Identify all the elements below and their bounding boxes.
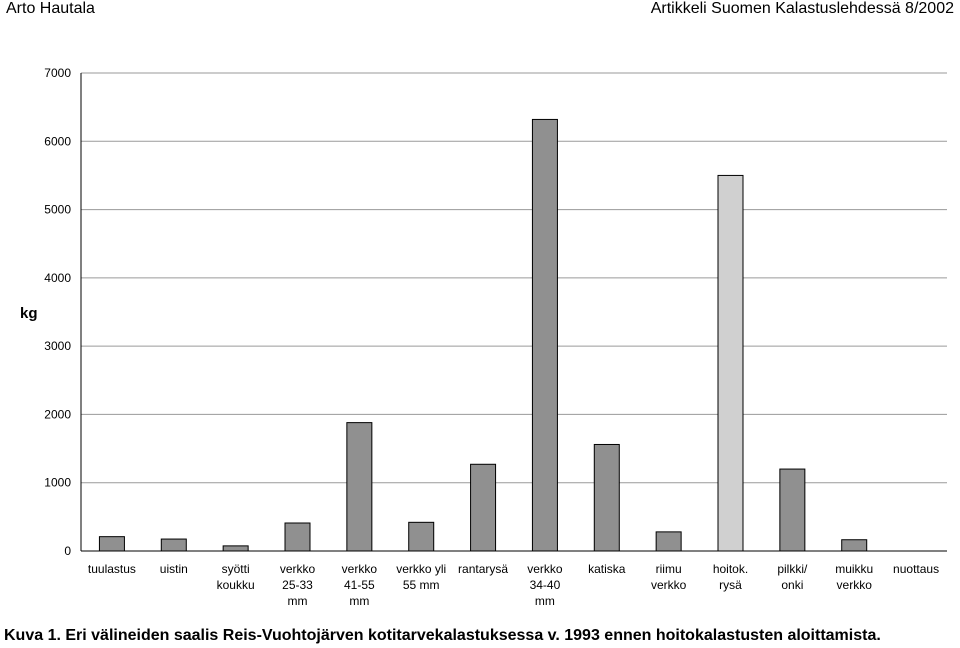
- x-category-line: verkko: [527, 562, 563, 576]
- bar: [222, 545, 249, 552]
- x-category-line: muikku: [835, 562, 873, 576]
- x-category-label: katiska: [588, 562, 626, 576]
- x-category-line: verkko: [280, 562, 316, 576]
- axes: [80, 73, 947, 552]
- bar: [655, 531, 682, 552]
- bar: [98, 536, 125, 552]
- bar: [593, 443, 620, 552]
- x-category-line: 41-55: [344, 578, 375, 592]
- x-category-line: hoitok.: [713, 562, 748, 576]
- bar: [408, 521, 435, 552]
- x-category-label: verkko yli 55 mm: [396, 562, 446, 592]
- y-tick-label: 2000: [44, 407, 71, 421]
- y-tick-label: 5000: [44, 203, 71, 217]
- x-category-label: verkko 41-55 mm: [342, 562, 378, 608]
- bar: [346, 422, 373, 552]
- x-category-line: tuulastus: [88, 562, 136, 576]
- bar-chart: 0 1000 2000 3000 4000 5000 6000 7000 kg tuulastus…: [20, 66, 947, 608]
- x-category-label: tuulastus: [88, 562, 136, 576]
- author-header: Arto Hautala: [6, 0, 95, 17]
- x-category-label: syötti koukku: [217, 562, 255, 592]
- x-category-label: muikku verkko: [835, 562, 873, 592]
- x-category-line: riimu: [656, 562, 682, 576]
- y-tick-label: 0: [64, 544, 71, 558]
- bar: [470, 463, 497, 552]
- y-tick-label: 3000: [44, 339, 71, 353]
- x-category-label: riimu verkko: [651, 562, 687, 592]
- x-category-line: mm: [349, 594, 369, 608]
- x-category-line: katiska: [588, 562, 626, 576]
- x-category-label: uistin: [160, 562, 188, 576]
- x-category-line: koukku: [217, 578, 255, 592]
- bar: [779, 468, 806, 552]
- x-category-line: pilkki/: [777, 562, 808, 576]
- y-tick-label: 6000: [44, 134, 71, 148]
- x-category-label: verkko 34-40 mm: [527, 562, 563, 608]
- x-category-line: nuottaus: [893, 562, 939, 576]
- bar: [531, 118, 558, 552]
- bar: [284, 522, 311, 552]
- figure-caption: Kuva 1. Eri välineiden saalis Reis-Vuoht…: [4, 627, 881, 644]
- y-tick-label: 4000: [44, 271, 71, 285]
- bar: [160, 538, 187, 552]
- x-category-line: mm: [535, 594, 555, 608]
- x-category-line: verkko: [837, 578, 873, 592]
- x-category-label: verkko 25-33 mm: [280, 562, 316, 608]
- x-category-label: nuottaus: [893, 562, 939, 576]
- x-category-line: verkko: [342, 562, 378, 576]
- bars: [98, 118, 868, 552]
- x-category-line: rantarysä: [458, 562, 508, 576]
- x-category-label: hoitok. rysä: [713, 562, 748, 592]
- x-category-line: onki: [781, 578, 803, 592]
- y-axis-label: kg: [20, 305, 38, 322]
- x-category-line: mm: [288, 594, 308, 608]
- bar: [841, 539, 868, 552]
- x-category-line: syötti: [222, 562, 250, 576]
- grid-lines: [81, 72, 947, 484]
- x-category-line: uistin: [160, 562, 188, 576]
- bar: [717, 174, 744, 552]
- x-category-line: 55 mm: [403, 578, 440, 592]
- x-category-label: rantarysä: [458, 562, 508, 576]
- y-tick-label: 7000: [44, 66, 71, 80]
- x-category-line: 34-40: [530, 578, 561, 592]
- source-header: Artikkeli Suomen Kalastuslehdessä 8/2002: [650, 0, 954, 17]
- labels: 0 1000 2000 3000 4000 5000 6000 7000 kg tuulastus…: [20, 66, 939, 608]
- x-category-line: verkko: [651, 578, 687, 592]
- x-category-label: pilkki/onki: [777, 562, 808, 592]
- x-category-line: 25-33: [282, 578, 313, 592]
- x-category-line: verkko yli: [396, 562, 446, 576]
- y-tick-label: 1000: [44, 476, 71, 490]
- x-category-line: rysä: [719, 578, 742, 592]
